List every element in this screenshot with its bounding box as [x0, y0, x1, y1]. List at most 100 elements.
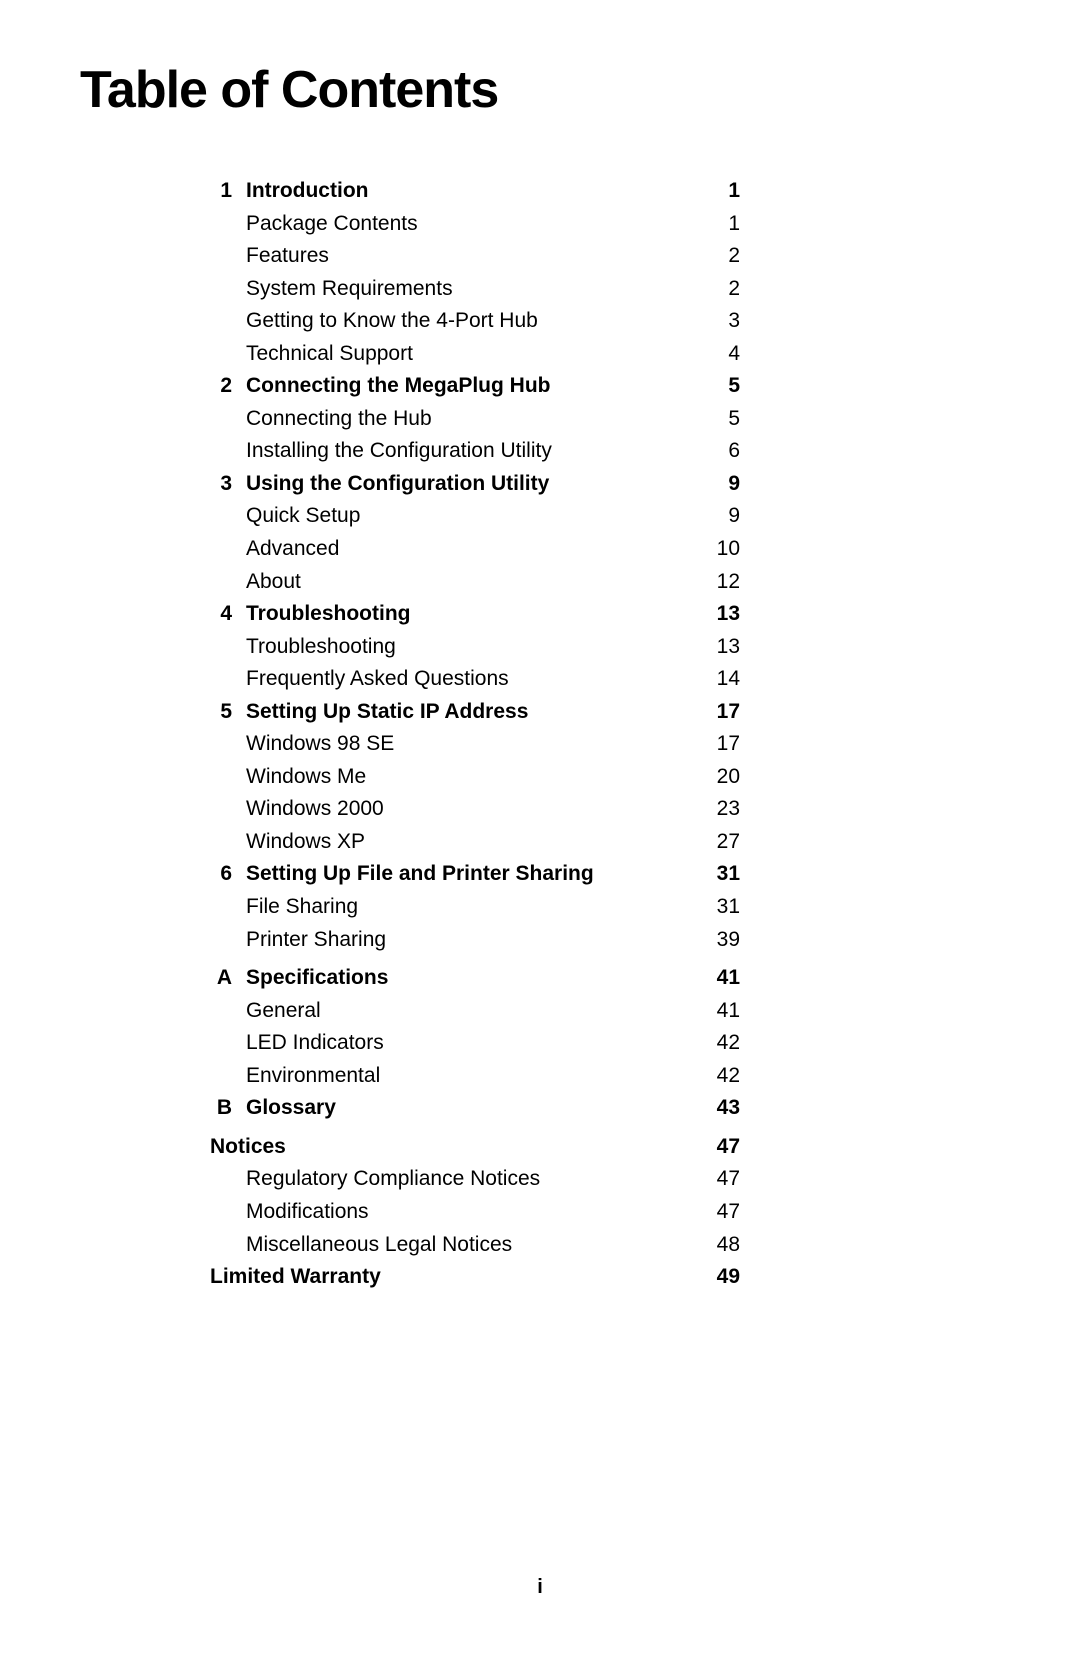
toc-entry-number — [210, 566, 246, 599]
toc-entry-label: LED Indicators — [246, 1027, 690, 1060]
toc-entry-page: 47 — [690, 1163, 740, 1196]
toc-entry-label: Using the Configuration Utility — [246, 468, 690, 501]
toc-entry-label: Miscellaneous Legal Notices — [246, 1229, 690, 1262]
toc-entry-label: Technical Support — [246, 338, 690, 371]
toc-entry-label: Installing the Configuration Utility — [246, 435, 690, 468]
toc-entry-number — [210, 1163, 246, 1196]
toc-entry: Printer Sharing39 — [210, 924, 740, 957]
toc-entry-number — [210, 761, 246, 794]
page-footer: i — [0, 1576, 1080, 1599]
page-title: Table of Contents — [80, 60, 1000, 120]
toc-entry-label: Troubleshooting — [246, 598, 690, 631]
toc-entry-label: Notices — [210, 1131, 690, 1164]
toc-entry-page: 42 — [690, 1027, 740, 1060]
toc-entry-page: 39 — [690, 924, 740, 957]
toc-entry-page: 2 — [690, 273, 740, 306]
toc-entry: Package Contents1 — [210, 208, 740, 241]
toc-entry-label: Windows 2000 — [246, 793, 690, 826]
toc-entry: LED Indicators42 — [210, 1027, 740, 1060]
toc-entry-page: 42 — [690, 1060, 740, 1093]
toc-entry-number — [210, 403, 246, 436]
toc-entry-label: Specifications — [246, 962, 690, 995]
toc-entry-page: 12 — [690, 566, 740, 599]
toc-entry-number: 2 — [210, 370, 246, 403]
toc-entry: ASpecifications41 — [210, 962, 740, 995]
toc-entry: System Requirements2 — [210, 273, 740, 306]
toc-entry: Limited Warranty49 — [210, 1261, 740, 1294]
toc-entry: 5Setting Up Static IP Address17 — [210, 696, 740, 729]
toc-entry: Environmental42 — [210, 1060, 740, 1093]
toc-entry-page: 48 — [690, 1229, 740, 1262]
toc-entry: About12 — [210, 566, 740, 599]
toc-entry-page: 9 — [690, 500, 740, 533]
toc-entry-page: 5 — [690, 370, 740, 403]
toc-entry-label: Regulatory Compliance Notices — [246, 1163, 690, 1196]
toc-entry: Technical Support4 — [210, 338, 740, 371]
toc-entry: Windows 98 SE17 — [210, 728, 740, 761]
table-of-contents: 1Introduction1Package Contents1Features2… — [210, 175, 740, 1294]
toc-entry-label: Setting Up File and Printer Sharing — [246, 858, 690, 891]
toc-entry-number — [210, 273, 246, 306]
toc-entry-number — [210, 338, 246, 371]
toc-entry-label: File Sharing — [246, 891, 690, 924]
toc-entry-label: Windows Me — [246, 761, 690, 794]
toc-entry-page: 31 — [690, 858, 740, 891]
toc-entry-label: General — [246, 995, 690, 1028]
toc-entry-number: B — [210, 1092, 246, 1125]
toc-entry: Windows Me20 — [210, 761, 740, 794]
toc-entry-number — [210, 1196, 246, 1229]
toc-entry-label: Printer Sharing — [246, 924, 690, 957]
toc-entry: Regulatory Compliance Notices47 — [210, 1163, 740, 1196]
toc-entry-page: 6 — [690, 435, 740, 468]
toc-entry: Features2 — [210, 240, 740, 273]
toc-entry-number — [210, 826, 246, 859]
toc-entry-label: Introduction — [246, 175, 690, 208]
toc-entry-number — [210, 631, 246, 664]
toc-entry-page: 4 — [690, 338, 740, 371]
toc-entry-page: 49 — [690, 1261, 740, 1294]
toc-entry: Quick Setup9 — [210, 500, 740, 533]
toc-entry-label: Windows 98 SE — [246, 728, 690, 761]
toc-entry-page: 13 — [690, 631, 740, 664]
toc-entry-page: 5 — [690, 403, 740, 436]
toc-entry-number: 4 — [210, 598, 246, 631]
toc-entry-number — [210, 208, 246, 241]
toc-entry: 6Setting Up File and Printer Sharing31 — [210, 858, 740, 891]
toc-entry-number — [210, 663, 246, 696]
toc-entry-label: Modifications — [246, 1196, 690, 1229]
toc-entry-page: 47 — [690, 1131, 740, 1164]
toc-entry-page: 17 — [690, 728, 740, 761]
toc-entry: Advanced10 — [210, 533, 740, 566]
toc-entry-number — [210, 500, 246, 533]
toc-entry: 2Connecting the MegaPlug Hub5 — [210, 370, 740, 403]
toc-entry-page: 3 — [690, 305, 740, 338]
toc-entry-label: Setting Up Static IP Address — [246, 696, 690, 729]
toc-entry: Miscellaneous Legal Notices48 — [210, 1229, 740, 1262]
toc-entry-label: Features — [246, 240, 690, 273]
toc-entry-label: About — [246, 566, 690, 599]
toc-entry: Modifications47 — [210, 1196, 740, 1229]
toc-entry-number — [210, 305, 246, 338]
toc-entry-page: 20 — [690, 761, 740, 794]
toc-entry-page: 1 — [690, 208, 740, 241]
toc-entry-number — [210, 1060, 246, 1093]
toc-entry-number: 6 — [210, 858, 246, 891]
toc-entry-label: Advanced — [246, 533, 690, 566]
toc-entry-label: Environmental — [246, 1060, 690, 1093]
toc-entry-number — [210, 995, 246, 1028]
toc-entry-page: 17 — [690, 696, 740, 729]
toc-entry-page: 27 — [690, 826, 740, 859]
toc-entry-page: 2 — [690, 240, 740, 273]
toc-entry-number — [210, 924, 246, 957]
toc-entry-page: 1 — [690, 175, 740, 208]
toc-entry: File Sharing31 — [210, 891, 740, 924]
toc-entry-page: 10 — [690, 533, 740, 566]
toc-entry-page: 43 — [690, 1092, 740, 1125]
toc-entry-number — [210, 793, 246, 826]
toc-entry-page: 9 — [690, 468, 740, 501]
toc-entry-page: 31 — [690, 891, 740, 924]
toc-entry: 1Introduction1 — [210, 175, 740, 208]
toc-entry-number — [210, 1229, 246, 1262]
toc-entry: Connecting the Hub5 — [210, 403, 740, 436]
toc-entry-label: Troubleshooting — [246, 631, 690, 664]
